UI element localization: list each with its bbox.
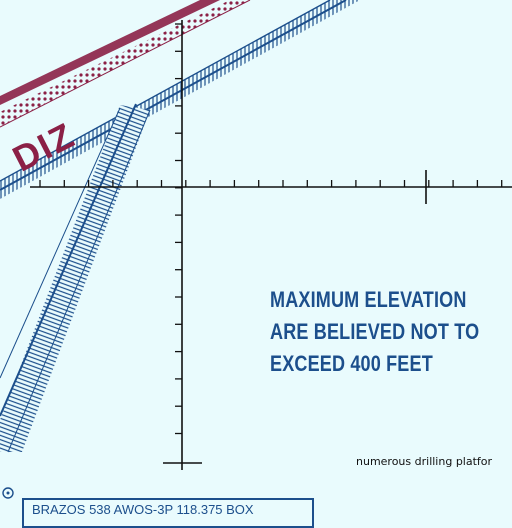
- elevation-notice-line-3: EXCEED 400 FEET: [270, 351, 433, 376]
- station-info-box: BRAZOS 538 AWOS-3P 118.375 BOX: [22, 498, 314, 528]
- adiz-boundary: [0, 0, 251, 128]
- elevation-notice-line-1: MAXIMUM ELEVATION: [270, 287, 467, 312]
- grid-vertical-ticks: [175, 23, 182, 435]
- airway-upper: [0, 0, 360, 199]
- grid-horizontal-ticks: [39, 180, 503, 187]
- chart-map: [0, 0, 512, 499]
- station-info-text: BRAZOS 538 AWOS-3P 118.375 BOX: [32, 502, 254, 517]
- navaid-symbol: [2, 487, 14, 499]
- grid-horizontal: [30, 170, 512, 204]
- elevation-notice-line-2: ARE BELIEVED NOT TO: [270, 319, 480, 344]
- drilling-platforms-note: numerous drilling platfor: [356, 455, 493, 468]
- airway-diagonal: [0, 103, 151, 453]
- grid-vertical: [163, 20, 202, 470]
